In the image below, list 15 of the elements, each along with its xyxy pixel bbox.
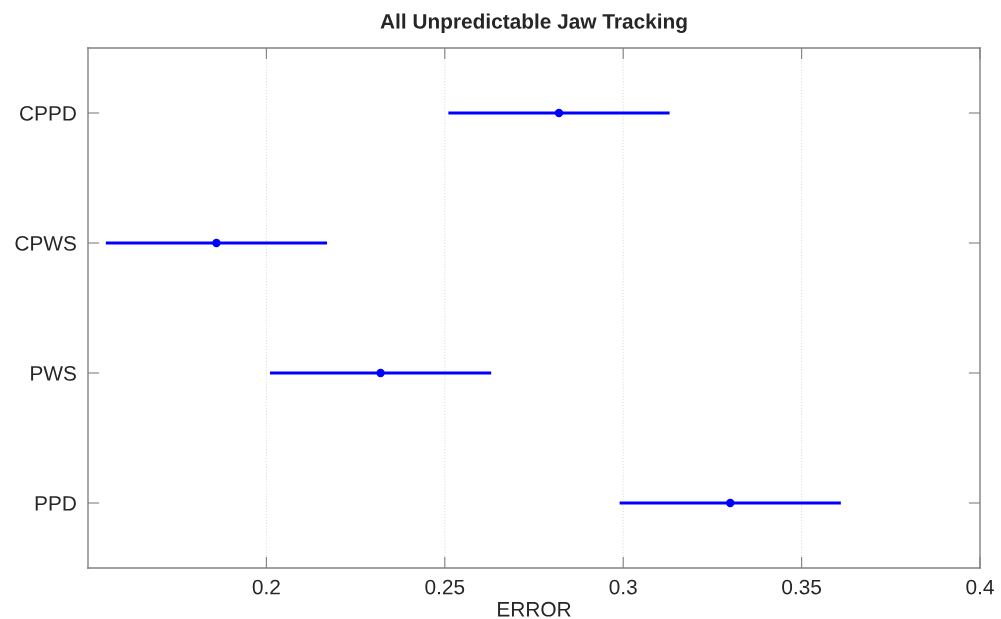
point: [554, 108, 564, 118]
y-tick-label: CPPD: [20, 106, 76, 121]
x-tick-label: 0.4: [966, 579, 994, 595]
point: [212, 238, 221, 248]
point: [726, 498, 735, 508]
x-tick-label: 0.35: [782, 579, 821, 595]
x-axis-title: ERROR: [498, 601, 571, 617]
x-tick-label: 0.25: [425, 579, 465, 595]
y-tick-label: PWS: [31, 366, 76, 381]
x-tick-label: 0.2: [252, 579, 280, 595]
point: [376, 368, 385, 378]
chart-title: All Unpredictable Jaw Tracking: [380, 13, 687, 33]
x-tick-label: 0.3: [609, 579, 637, 595]
y-tick-label: CPWS: [15, 236, 76, 251]
y-tick-label: PPD: [35, 496, 76, 511]
